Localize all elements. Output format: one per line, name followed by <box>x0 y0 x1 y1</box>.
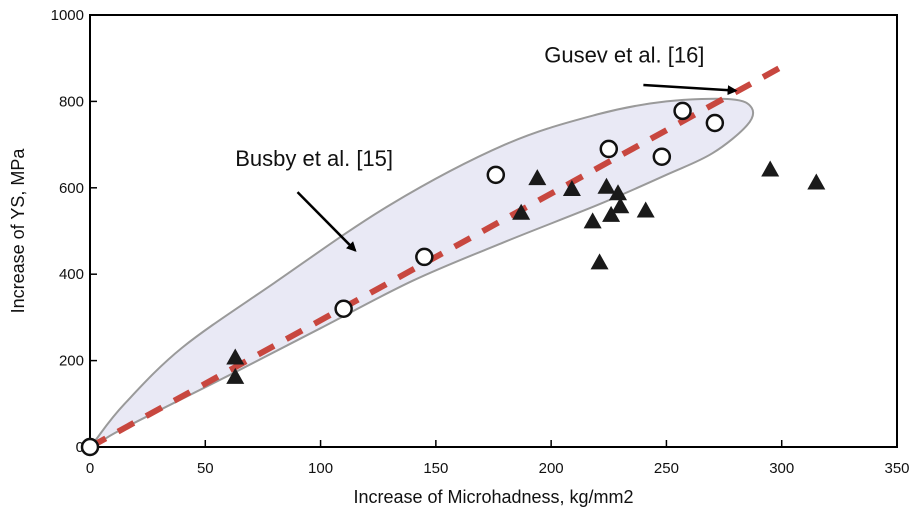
open-circle-point <box>80 437 100 457</box>
annotation-arrow <box>643 83 738 96</box>
triangle-point <box>602 205 621 222</box>
triangle-point <box>611 197 630 214</box>
triangle-point <box>528 169 547 186</box>
open-circle-point <box>599 139 619 159</box>
open-circle-point <box>486 165 506 185</box>
x-tick-label: 300 <box>769 460 794 477</box>
annotation-arrow <box>296 191 357 252</box>
y-tick-label: 400 <box>59 266 84 283</box>
trend-line <box>88 64 784 450</box>
open-circle-point <box>334 299 353 319</box>
y-tick-label: 800 <box>59 93 84 110</box>
triangle-point <box>590 253 609 270</box>
annotation-label: Gusev et al. [16] <box>544 43 704 68</box>
x-tick-label: 100 <box>308 460 333 477</box>
shaded-region <box>90 97 755 449</box>
x-tick-label: 150 <box>423 460 448 477</box>
triangle-point <box>597 177 616 194</box>
y-axis-title: Increase of YS, MPa <box>8 148 28 314</box>
triangle-point <box>562 179 581 196</box>
x-tick-label: 350 <box>884 460 909 477</box>
triangle-point <box>226 367 245 384</box>
triangle-point <box>609 184 628 201</box>
open-circle-point <box>673 101 692 121</box>
triangle-point <box>636 201 655 218</box>
y-tick-label: 600 <box>59 180 84 197</box>
y-tick-label: 0 <box>76 439 84 456</box>
plot-frame <box>89 14 898 448</box>
y-tick-label: 200 <box>59 353 84 370</box>
triangle-point <box>512 203 531 220</box>
y-tick-label: 1000 <box>51 7 84 24</box>
x-tick-label: 200 <box>539 460 564 477</box>
open-circle-point <box>705 113 725 133</box>
triangle-point <box>583 212 602 229</box>
x-tick-label: 250 <box>654 460 679 477</box>
annotation-label: Busby et al. [15] <box>235 146 393 171</box>
triangle-point <box>807 173 826 190</box>
x-tick-label: 50 <box>197 460 214 477</box>
triangle-point <box>761 160 780 177</box>
open-circle-point <box>415 247 434 267</box>
triangle-point <box>226 348 245 365</box>
open-circle-point <box>652 147 672 166</box>
x-tick-label: 0 <box>86 460 94 477</box>
x-axis-title: Increase of Microhadness, kg/mm2 <box>353 487 633 507</box>
